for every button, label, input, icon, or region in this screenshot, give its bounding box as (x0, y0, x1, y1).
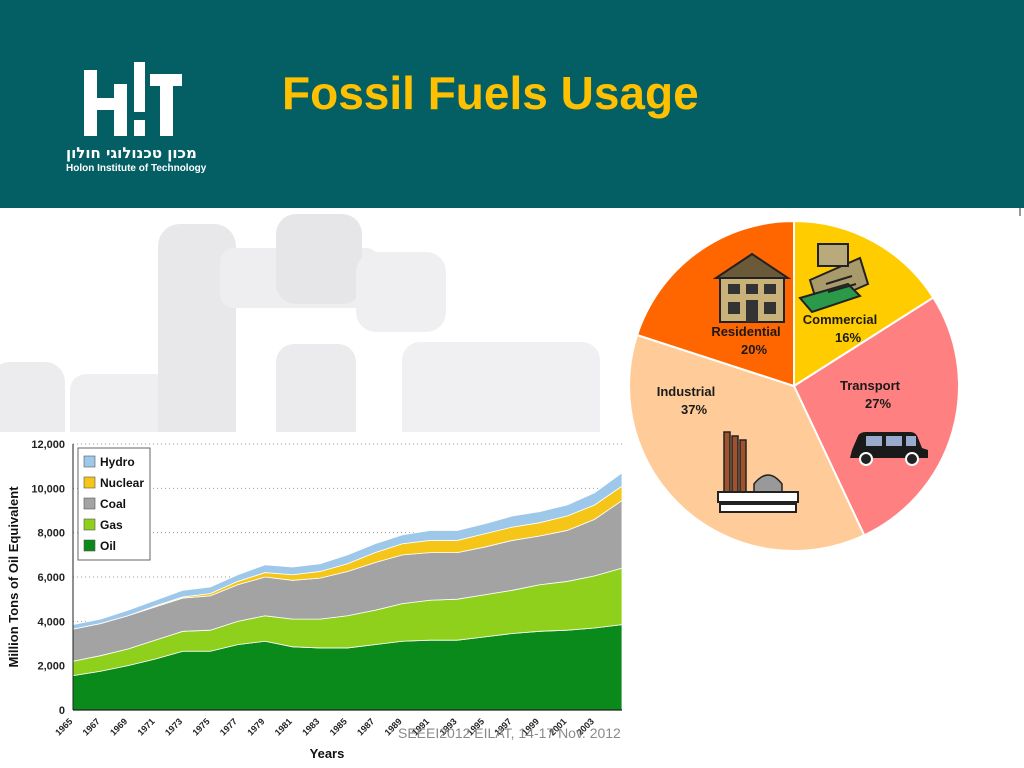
slide-footer: SEEEI2012 EILAT, 14-17 Nov. 2012 (398, 725, 621, 741)
car-icon (850, 432, 928, 466)
pie-value-transport: 27% (865, 396, 891, 411)
y-tick-label: 4,000 (37, 616, 65, 628)
logo-hebrew-name: מכון טכנולוגי חולון (66, 144, 197, 162)
legend-label-oil: Oil (100, 539, 116, 553)
energy-sector-pie-chart: Commercial 16% Transport 27% Industrial 37% Re… (628, 222, 960, 552)
pie-value-commercial: 16% (835, 330, 861, 345)
legend-swatch-gas (83, 518, 96, 531)
cash-register-icon (798, 243, 870, 314)
hit-logo-mark (84, 62, 182, 136)
y-tick-label: 2,000 (37, 661, 65, 673)
hit-logo: מכון טכנולוגי חולון Holon Institute of T… (56, 62, 206, 182)
legend-swatch-hydro (83, 455, 96, 468)
area-series-hydro (72, 472, 623, 630)
pie-label-transport: Transport (840, 378, 901, 393)
legend-label-gas: Gas (100, 518, 123, 532)
pie-value-industrial: 37% (681, 402, 707, 417)
pie-label-industrial: Industrial (657, 384, 716, 399)
pie-label-residential: Residential (711, 324, 780, 339)
house-icon (712, 252, 792, 323)
pie-label-commercial: Commercial (803, 312, 877, 327)
factory-icon (717, 431, 799, 513)
pie-slice-transport (792, 296, 960, 537)
y-tick-label: 8,000 (37, 528, 65, 540)
legend-label-nuclear: Nuclear (100, 476, 144, 490)
edge-divider (1019, 208, 1021, 216)
y-tick-label: 12,000 (31, 439, 65, 451)
slide-header: מכון טכנולוגי חולון Holon Institute of T… (0, 0, 1024, 208)
y-tick-label: 10,000 (31, 483, 65, 495)
y-tick-label: 6,000 (37, 572, 65, 584)
legend-swatch-nuclear (83, 476, 96, 489)
logo-english-name: Holon Institute of Technology (66, 163, 207, 174)
legend-swatch-oil (83, 539, 96, 552)
legend-swatch-coal (83, 497, 96, 510)
background-logo-watermark (0, 214, 600, 434)
pie-value-residential: 20% (741, 342, 767, 357)
area-chart-legend: Hydro Nuclear Coal Gas Oil (77, 447, 151, 561)
legend-label-hydro: Hydro (100, 455, 135, 469)
x-axis-label: Years (310, 746, 345, 761)
slide-title: Fossil Fuels Usage (282, 67, 699, 119)
legend-label-coal: Coal (100, 497, 126, 511)
y-tick-label: 0 (59, 705, 65, 717)
y-axis-label: Million Tons of Oil Equivalent (6, 486, 21, 668)
